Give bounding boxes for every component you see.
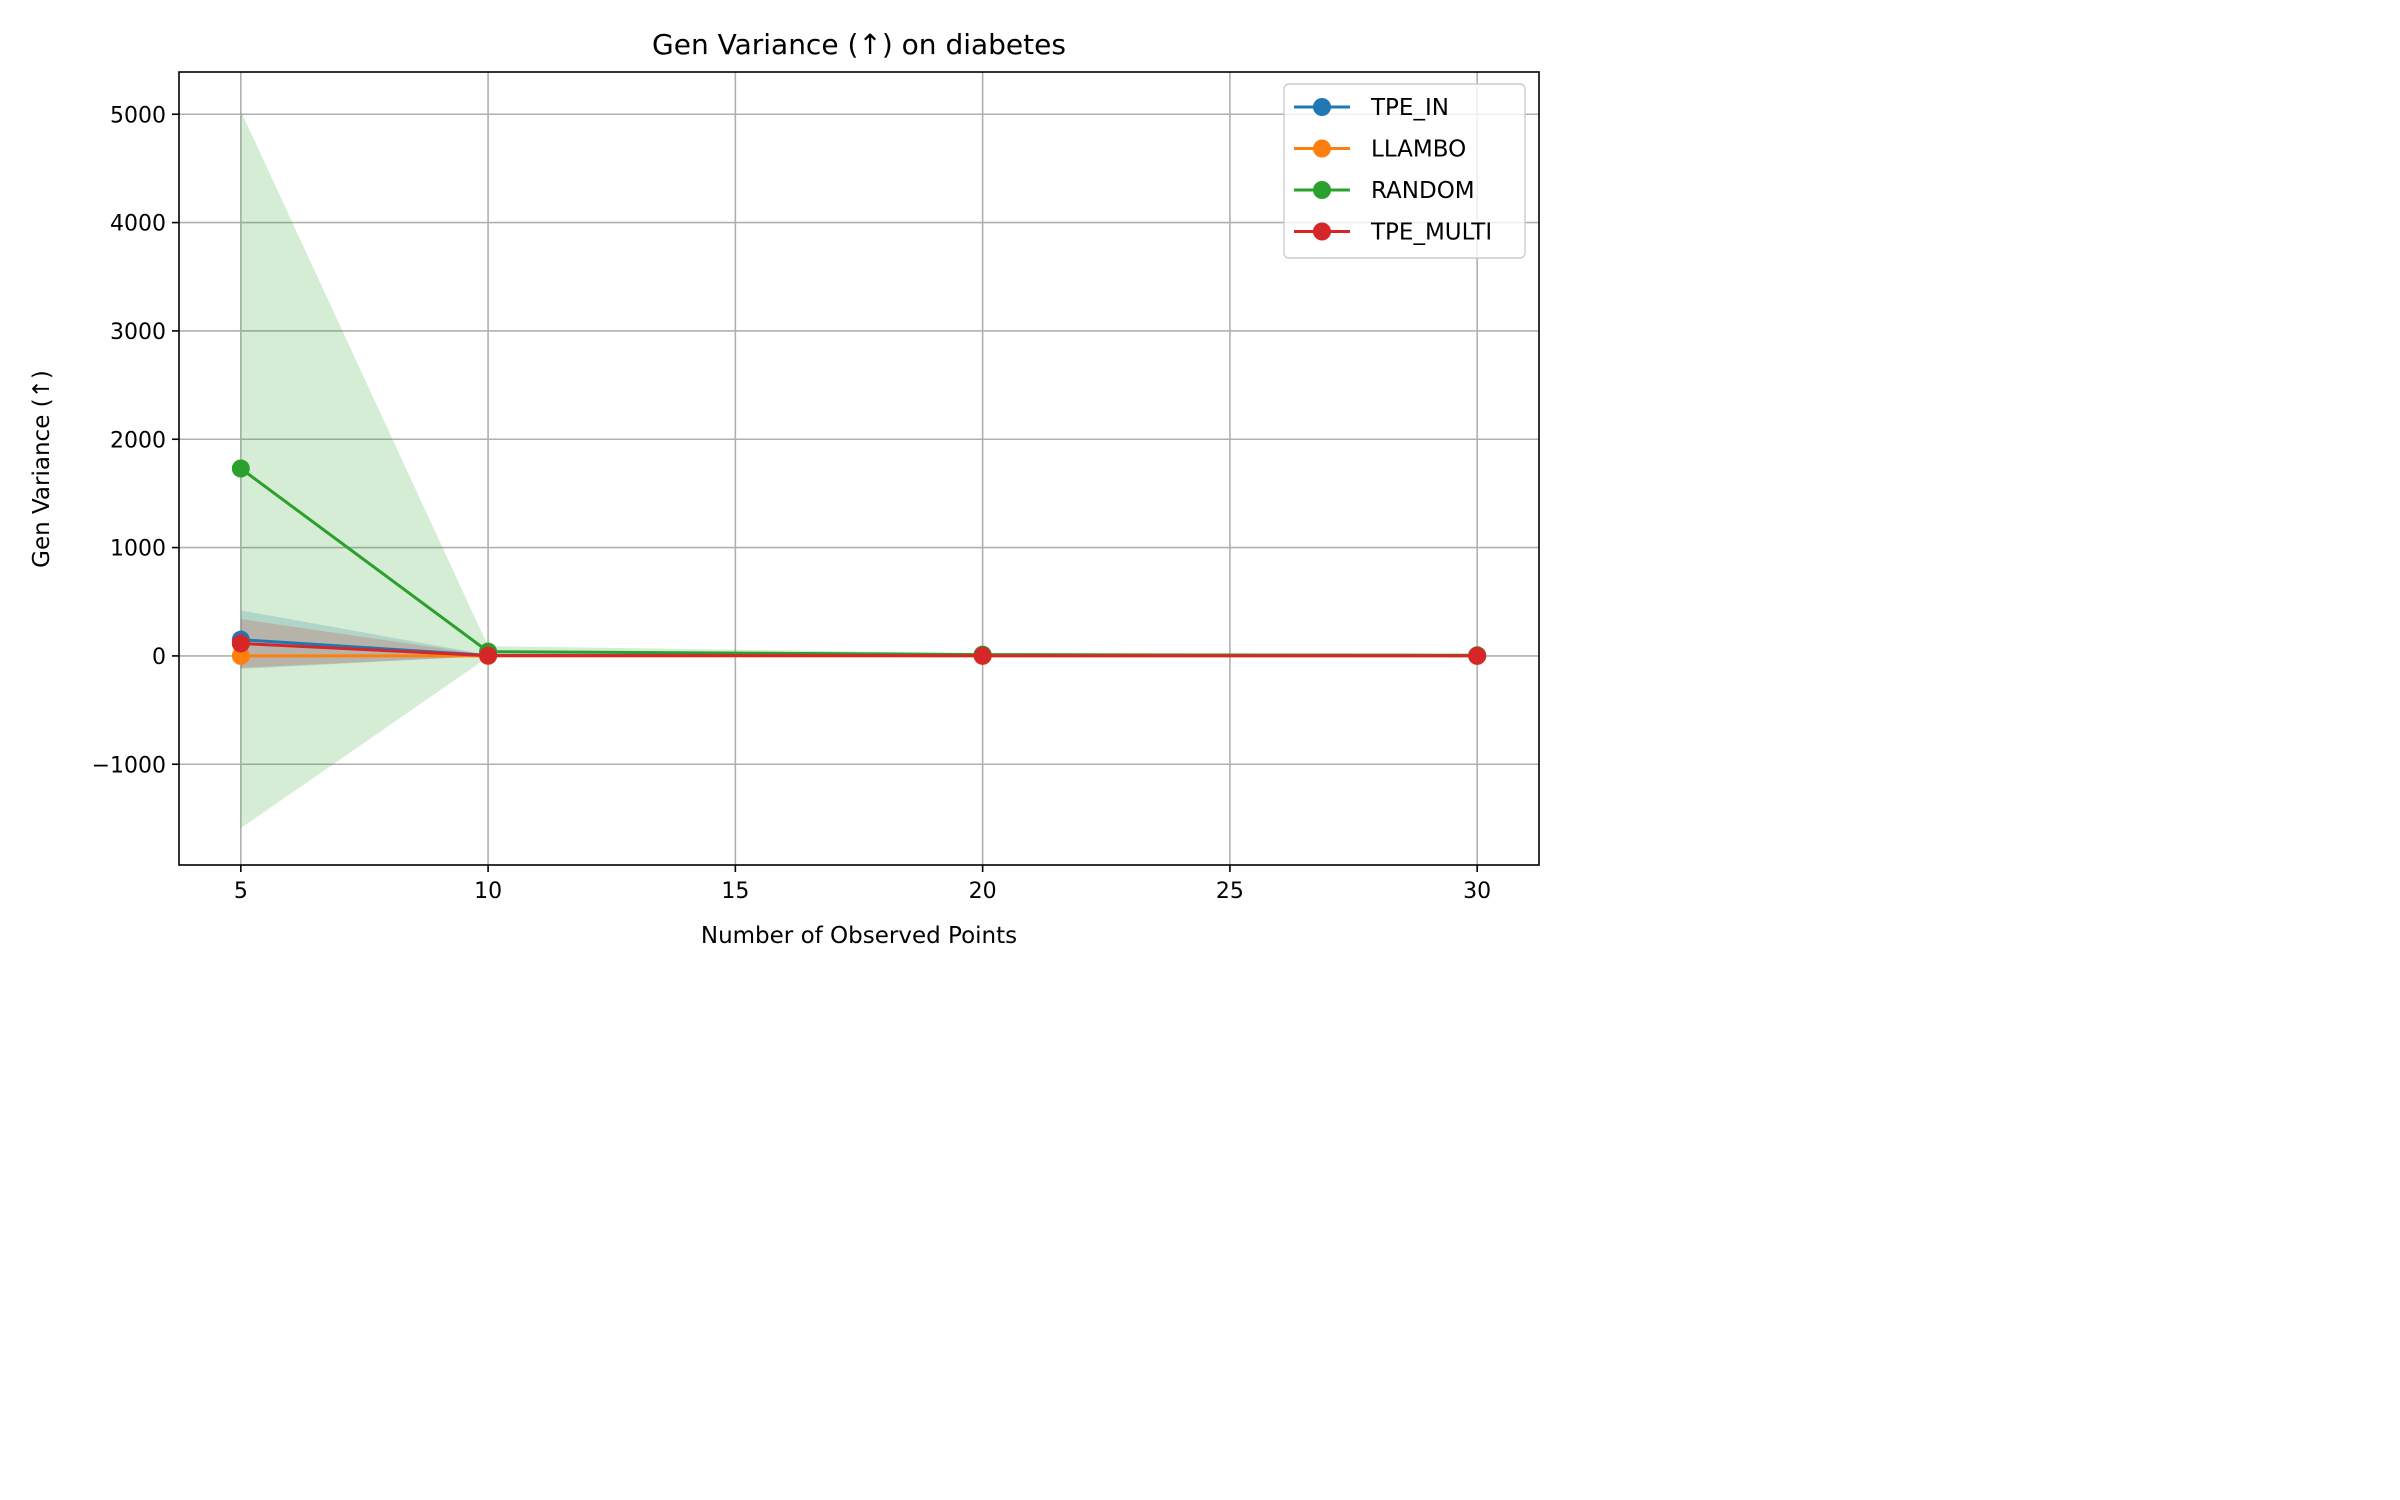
- y-tick-label: −1000: [92, 753, 166, 778]
- x-tick-label: 5: [234, 879, 248, 904]
- chart-title: Gen Variance (↑) on diabetes: [652, 28, 1066, 61]
- y-tick-label: 4000: [110, 212, 166, 237]
- x-tick-label: 25: [1216, 879, 1244, 904]
- x-tick-label: 20: [969, 879, 997, 904]
- legend-item-random: RANDOM: [1294, 178, 1475, 204]
- data-point-llambo: [231, 646, 250, 665]
- legend-item-llambo: LLAMBO: [1294, 137, 1466, 163]
- y-tick-label: 3000: [110, 320, 166, 345]
- line-chart: Gen Variance (↑) on diabetes 5 10 15 20 25 30…: [0, 0, 1564, 977]
- x-tick-label: 10: [474, 879, 502, 904]
- legend-item-tpe_multi: TPE_MULTI: [1294, 220, 1492, 246]
- legend-marker: [1313, 139, 1331, 158]
- x-tick-label: 15: [721, 879, 749, 904]
- data-point-tpe_multi: [1468, 646, 1487, 665]
- series-tpe_multi: [231, 634, 1487, 665]
- legend-label: TPE_IN: [1370, 95, 1449, 121]
- data-point-random: [231, 459, 250, 478]
- series-line-tpe_multi: [240, 641, 1478, 658]
- y-tick-label: 5000: [110, 103, 166, 128]
- legend-frame: [1283, 83, 1526, 259]
- plot-area-frame: [178, 71, 1540, 866]
- legend-marker: [1313, 98, 1331, 116]
- y-tick-label: 0: [152, 645, 166, 670]
- data-point-tpe_multi: [973, 646, 992, 665]
- series-lines: [231, 459, 1487, 665]
- y-axis-label: Gen Variance (↑): [29, 370, 55, 568]
- axis-ticks: 5 10 15 20 25 30 −1000 0 1000 2000 3000 4000 5000: [92, 103, 1492, 904]
- legend-label: RANDOM: [1371, 178, 1475, 204]
- data-point-tpe_multi: [479, 646, 498, 665]
- legend-marker: [1313, 181, 1331, 199]
- y-tick-label: 1000: [110, 537, 166, 562]
- legend: TPE_IN LLAMBO RANDOM TPE_MULTI: [1283, 83, 1526, 259]
- legend-item-tpe_in: TPE_IN: [1294, 95, 1449, 121]
- legend-label: TPE_MULTI: [1370, 220, 1492, 246]
- x-axis-label: Number of Observed Points: [701, 923, 1017, 949]
- confidence-band-random: [240, 111, 1478, 829]
- data-point-tpe_multi: [231, 634, 250, 653]
- legend-label: LLAMBO: [1371, 137, 1466, 163]
- legend-marker: [1313, 222, 1331, 241]
- x-tick-label: 30: [1463, 879, 1491, 904]
- y-tick-label: 2000: [110, 428, 166, 453]
